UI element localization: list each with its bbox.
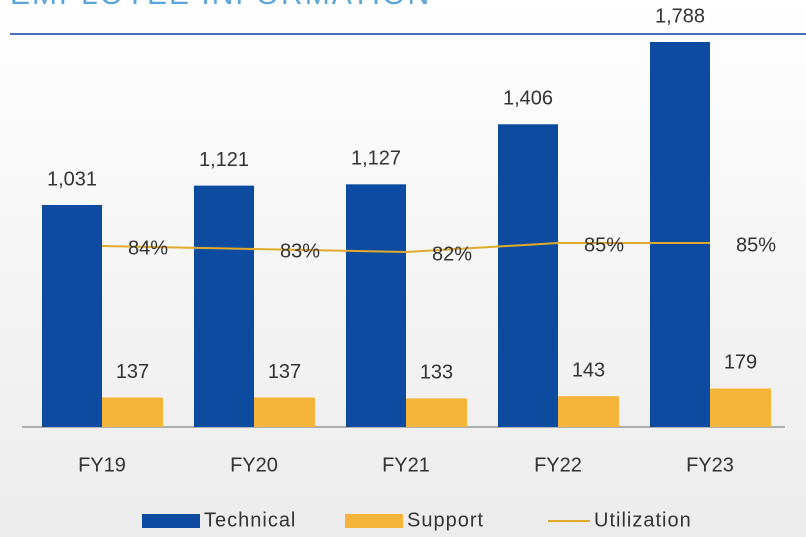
data-label: 1,127: [351, 148, 401, 170]
x-tick-label: FY20: [230, 454, 278, 476]
bar: [102, 397, 163, 427]
data-label: 1,788: [655, 5, 705, 27]
bar: [558, 396, 619, 427]
line: [101, 242, 710, 254]
bar: [710, 388, 771, 427]
data-label: 84%: [128, 237, 168, 259]
x-tick-label: FY21: [382, 454, 430, 476]
data-label: 1,406: [503, 88, 553, 110]
data-label: 82%: [432, 243, 472, 265]
legend-swatch: [142, 514, 200, 528]
bar: [194, 185, 254, 427]
data-label: 137: [268, 361, 301, 383]
data-label: 133: [420, 362, 453, 384]
data-label: 1,121: [199, 149, 249, 171]
legend-label: Technical: [204, 509, 296, 531]
data-label: 179: [724, 352, 757, 374]
legend-label: Utilization: [594, 509, 692, 531]
bar: [406, 398, 467, 427]
bar: [650, 42, 710, 427]
bar: [42, 205, 102, 427]
chart-title: EMPLOYEE INFORMATION: [10, 0, 431, 11]
legend-swatch: [345, 514, 403, 528]
bar: [498, 124, 558, 428]
bar: [346, 184, 406, 427]
data-label: 137: [116, 361, 149, 383]
data-label: 83%: [280, 240, 320, 262]
data-label: 85%: [584, 234, 624, 256]
bar: [254, 397, 315, 427]
data-label: 85%: [736, 234, 776, 256]
x-tick-label: FY19: [78, 454, 126, 476]
data-label: 1,031: [47, 168, 97, 190]
x-tick-label: FY22: [534, 454, 582, 476]
legend-label: Support: [407, 509, 484, 531]
data-label: 143: [572, 359, 605, 381]
x-tick-label: FY23: [686, 454, 734, 476]
